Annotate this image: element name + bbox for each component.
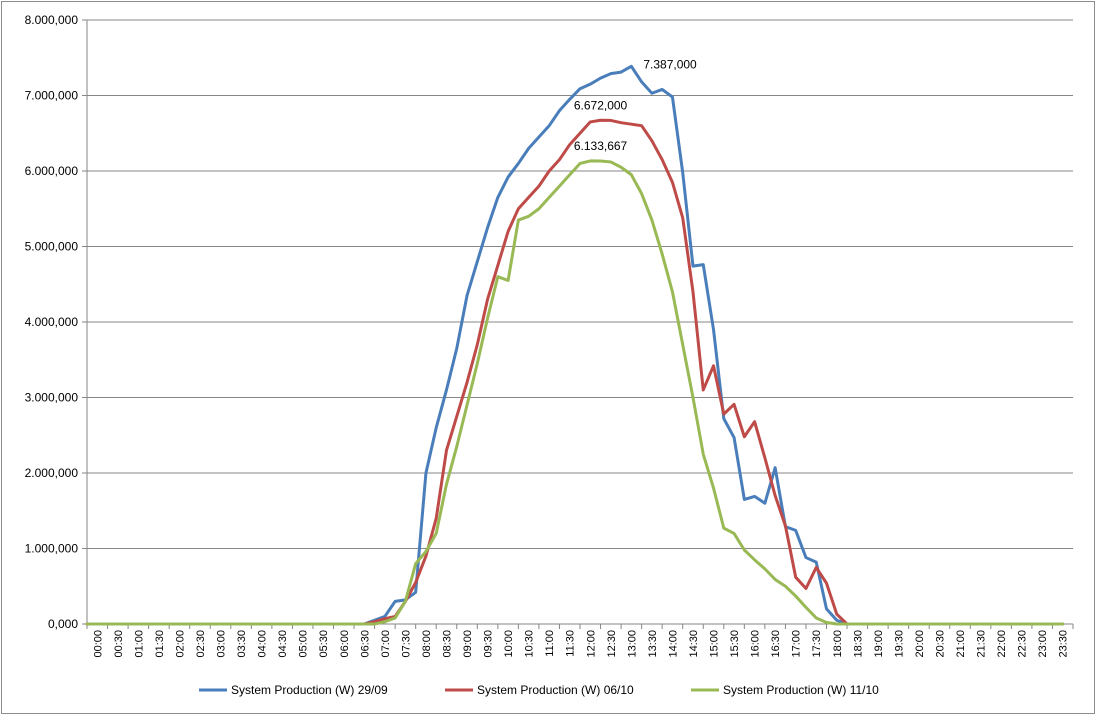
x-tick-label: 17:30: [811, 630, 823, 658]
x-tick-label: 22:30: [1017, 630, 1029, 658]
y-tick-label: 2.000,000: [25, 466, 79, 480]
y-tick-label: 0,000: [48, 617, 78, 631]
x-tick-label: 07:00: [380, 630, 392, 658]
y-tick-label: 1.000,000: [25, 542, 79, 556]
x-tick-label: 13:30: [647, 630, 659, 658]
x-tick-label: 11:00: [544, 630, 556, 657]
x-tick-label: 10:00: [503, 630, 515, 658]
x-tick-label: 21:00: [955, 630, 967, 658]
x-tick-label: 10:30: [524, 630, 536, 658]
x-tick-label: 04:30: [277, 630, 289, 658]
x-tick-label: 20:30: [934, 630, 946, 658]
y-tick-label: 5.000,000: [25, 240, 79, 254]
data-label: 7.387,000: [643, 57, 697, 71]
x-tick-label: 09:00: [462, 630, 474, 658]
x-tick-label: 11:30: [565, 630, 577, 657]
x-tick-label: 00:00: [92, 630, 104, 658]
x-tick-label: 17:00: [791, 630, 803, 658]
series-lines: [85, 64, 1065, 626]
x-tick-label: 06:30: [359, 630, 371, 658]
x-tick-label: 07:30: [400, 630, 412, 658]
series-line-3: [85, 159, 1065, 626]
x-tick-label: 16:00: [750, 630, 762, 658]
y-tick-label: 4.000,000: [25, 315, 79, 329]
x-tick-label: 18:30: [852, 630, 864, 658]
x-tick-label: 03:00: [216, 630, 228, 658]
data-label: 6.133,667: [574, 139, 628, 153]
x-tick-label: 15:00: [709, 630, 721, 658]
x-tick-label: 06:00: [339, 630, 351, 658]
y-axis: 0,000 1.000,000 2.000,000 3.000,000 4.000,00…: [25, 13, 88, 631]
y-tick-label: 6.000,000: [25, 164, 79, 178]
y-tick-label: 7.000,000: [25, 89, 79, 103]
x-tick-label: 23:30: [1058, 630, 1070, 658]
x-tick-label: 19:00: [873, 630, 885, 658]
data-label: 6.672,000: [574, 98, 628, 112]
x-tick-label: 09:30: [483, 630, 495, 658]
x-axis: 00:00 00:30 01:00 01:30 02:00 02:30 03:00 03:30…: [86, 624, 1074, 658]
x-tick-label: 18:00: [832, 630, 844, 658]
x-tick-label: 08:00: [421, 630, 433, 658]
x-tick-label: 13:00: [626, 630, 638, 658]
y-tick-label: 8.000,000: [25, 13, 79, 27]
x-tick-label: 05:30: [318, 630, 330, 658]
x-tick-label: 01:00: [133, 630, 145, 658]
legend-label-1: System Production (W) 29/09: [231, 683, 388, 697]
x-tick-label: 14:30: [688, 630, 700, 658]
x-tick-label: 15:30: [729, 630, 741, 658]
x-tick-label: 00:30: [113, 630, 125, 658]
y-tick-label: 3.000,000: [25, 391, 79, 405]
x-tick-label: 08:30: [441, 630, 453, 658]
x-tick-label: 14:00: [667, 630, 679, 658]
data-labels: 7.387,000 6.672,000 6.133,667: [574, 57, 697, 153]
x-tick-label: 19:30: [893, 630, 905, 658]
x-tick-label: 03:30: [236, 630, 248, 658]
x-tick-label: 05:00: [298, 630, 310, 658]
legend-label-3: System Production (W) 11/10: [723, 683, 879, 697]
x-tick-label: 01:30: [154, 630, 166, 658]
x-tick-label: 22:00: [996, 630, 1008, 658]
x-tick-label: 12:30: [606, 630, 618, 658]
x-tick-label: 23:00: [1037, 630, 1049, 658]
x-tick-label: 20:00: [914, 630, 926, 658]
x-tick-label: 21:30: [976, 630, 988, 658]
x-tick-label: 16:30: [770, 630, 782, 658]
legend-label-2: System Production (W) 06/10: [477, 683, 634, 697]
x-tick-label: 02:30: [195, 630, 207, 658]
x-tick-label: 04:00: [257, 630, 269, 658]
x-tick-label: 12:00: [585, 630, 597, 658]
legend: System Production (W) 29/09 System Produc…: [199, 683, 879, 697]
x-tick-label: 02:00: [174, 630, 186, 658]
